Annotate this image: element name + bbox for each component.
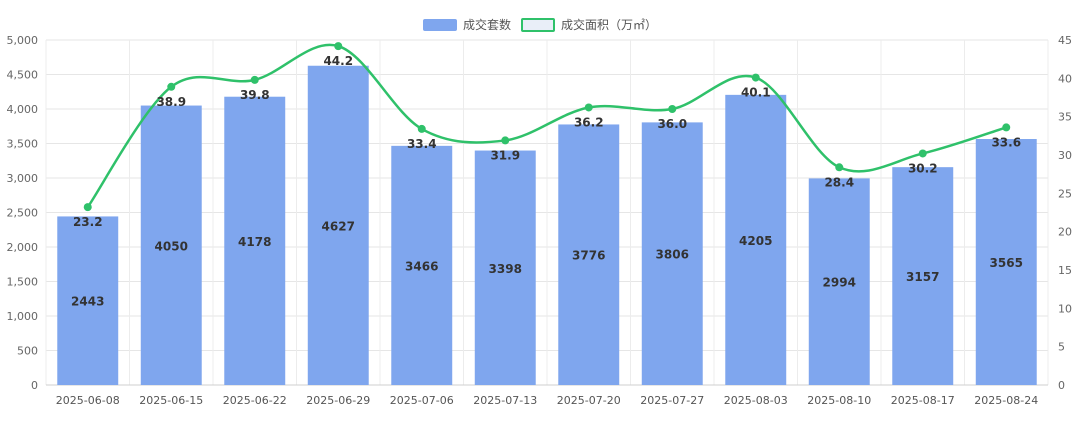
y-right-tick-label: 0 xyxy=(1058,379,1065,392)
x-tick-label: 2025-07-27 xyxy=(640,394,704,407)
bar xyxy=(975,139,1037,385)
bar-value-label: 3776 xyxy=(572,249,605,263)
legend-item-line[interactable]: 成交面积（万㎡） xyxy=(521,16,657,33)
bar xyxy=(57,216,119,385)
y-right-tick-label: 30 xyxy=(1058,149,1072,162)
bar-value-label: 2443 xyxy=(71,295,104,309)
y-right-tick-label: 15 xyxy=(1058,264,1072,277)
x-tick-label: 2025-07-06 xyxy=(390,394,454,407)
line-value-label: 31.9 xyxy=(490,148,520,162)
legend-item-bars[interactable]: 成交套数 xyxy=(422,16,511,33)
y-right-tick-label: 35 xyxy=(1058,111,1072,124)
bar-value-label: 3466 xyxy=(405,259,438,273)
bar-value-label: 3806 xyxy=(656,248,689,262)
y-left-tick-label: 3,000 xyxy=(7,172,39,185)
bar xyxy=(641,122,703,386)
legend-label-line: 成交面积（万㎡） xyxy=(561,18,658,32)
y-left-tick-label: 1,500 xyxy=(7,276,39,289)
x-tick-label: 2025-06-15 xyxy=(139,394,203,407)
y-right-tick-label: 10 xyxy=(1058,302,1072,315)
line-point xyxy=(918,149,927,158)
bar xyxy=(474,150,536,385)
y-right-tick-label: 25 xyxy=(1058,187,1072,200)
bar-value-label: 2994 xyxy=(823,276,856,290)
bar xyxy=(558,124,620,386)
bar xyxy=(808,178,870,385)
y-left-tick-label: 1,000 xyxy=(7,310,39,323)
line-point xyxy=(751,73,760,82)
bar xyxy=(725,94,787,385)
bar-value-label: 4178 xyxy=(238,235,271,249)
line-point xyxy=(83,203,92,212)
legend-swatch-bars xyxy=(422,18,457,31)
bar-value-label: 4627 xyxy=(322,219,355,233)
y-left-tick-label: 4,500 xyxy=(7,69,39,82)
line-value-label: 23.2 xyxy=(73,215,103,229)
y-right-tick-label: 20 xyxy=(1058,226,1072,239)
y-right-tick-label: 40 xyxy=(1058,72,1072,85)
legend-label-bars: 成交套数 xyxy=(462,18,511,32)
line-point xyxy=(1002,123,1011,132)
y-left-tick-label: 4,000 xyxy=(7,103,39,116)
line-value-label: 40.1 xyxy=(741,86,771,100)
y-left-tick-label: 0 xyxy=(31,379,38,392)
x-tick-label: 2025-08-03 xyxy=(724,394,788,407)
line-value-label: 36.0 xyxy=(657,117,687,131)
bar xyxy=(892,167,954,385)
x-tick-label: 2025-07-13 xyxy=(473,394,537,407)
line-point xyxy=(584,103,593,112)
bar xyxy=(140,105,202,386)
bar-value-label: 3157 xyxy=(906,270,939,284)
bar-value-label: 4050 xyxy=(155,239,188,253)
line-point xyxy=(334,42,343,51)
y-left-tick-label: 3,500 xyxy=(7,138,39,151)
y-left-tick-label: 500 xyxy=(17,345,38,358)
bar-value-label: 4205 xyxy=(739,234,772,248)
bar xyxy=(224,96,286,385)
line-value-label: 30.2 xyxy=(908,161,938,175)
y-right-tick-label: 5 xyxy=(1058,341,1065,354)
x-tick-label: 2025-08-17 xyxy=(891,394,955,407)
line-value-label: 38.9 xyxy=(156,95,186,109)
y-left-tick-label: 2,000 xyxy=(7,241,39,254)
line-point xyxy=(835,163,844,172)
y-right-tick-label: 45 xyxy=(1058,34,1072,47)
line-value-label: 44.2 xyxy=(323,54,353,68)
line-point xyxy=(417,124,426,133)
x-tick-label: 2025-08-24 xyxy=(974,394,1038,407)
y-left-tick-label: 2,500 xyxy=(7,207,39,220)
line-point xyxy=(501,136,510,145)
line-point xyxy=(668,105,677,113)
line-point xyxy=(167,82,176,91)
x-tick-label: 2025-06-29 xyxy=(306,394,370,407)
line-value-label: 33.4 xyxy=(407,137,437,151)
line-value-label: 36.2 xyxy=(574,115,604,129)
legend: 成交套数 成交面积（万㎡） xyxy=(0,16,1080,33)
x-tick-label: 2025-08-10 xyxy=(807,394,871,407)
line-value-label: 28.4 xyxy=(824,175,854,189)
line-value-label: 39.8 xyxy=(240,88,270,102)
bar-value-label: 3565 xyxy=(990,256,1023,270)
bar-value-label: 3398 xyxy=(489,262,522,276)
line-value-label: 33.6 xyxy=(991,135,1021,149)
bar xyxy=(391,145,453,385)
legend-swatch-line xyxy=(521,17,555,32)
y-left-tick-label: 5,000 xyxy=(7,34,39,47)
bar xyxy=(307,65,369,385)
x-tick-label: 2025-06-08 xyxy=(56,394,120,407)
x-tick-label: 2025-06-22 xyxy=(223,394,287,407)
line-point xyxy=(250,75,259,84)
x-tick-label: 2025-07-20 xyxy=(557,394,621,407)
